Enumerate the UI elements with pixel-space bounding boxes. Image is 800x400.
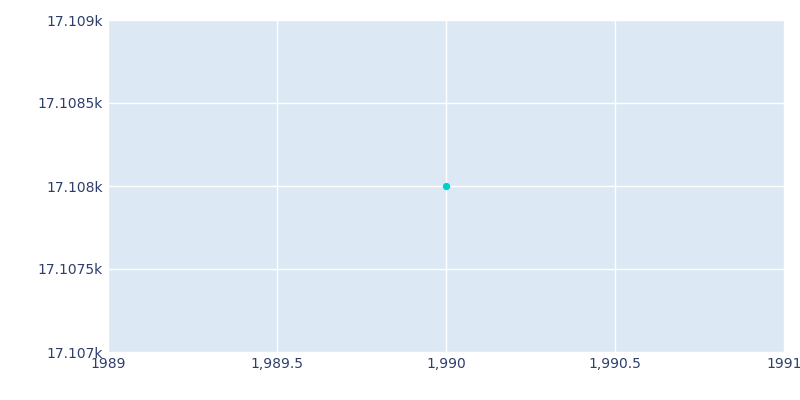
Point [440,183,453,189]
